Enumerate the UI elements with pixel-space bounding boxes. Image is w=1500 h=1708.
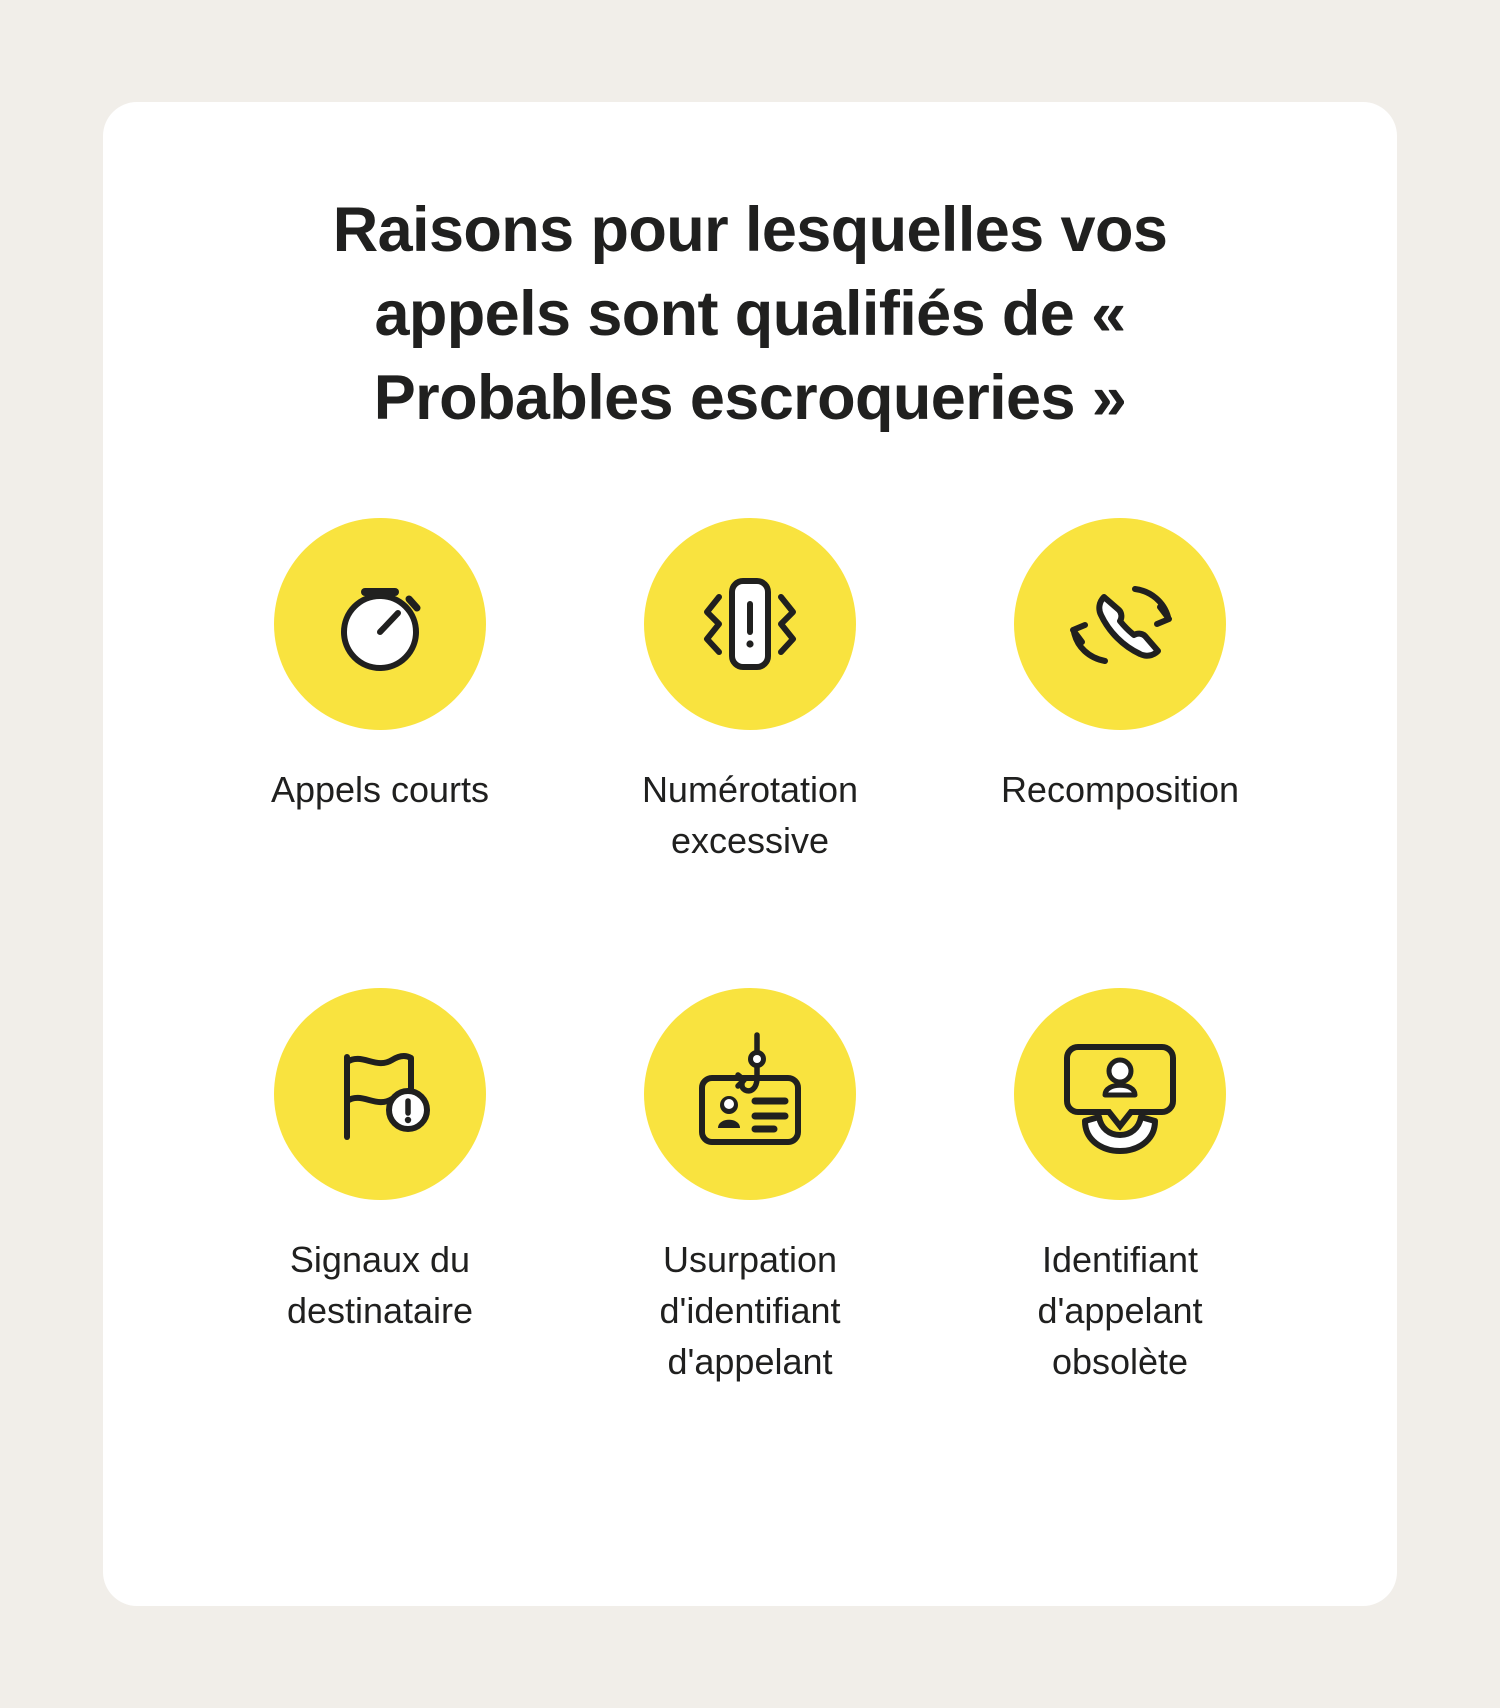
- vibrating-phone-alert-icon: [685, 564, 815, 684]
- flag-alert-icon: [318, 1034, 443, 1154]
- reason-label: Usurpation d'identifiant d'appelant: [659, 1239, 841, 1382]
- reason-item-numerotation-excessive: Numérotation excessive: [565, 518, 935, 866]
- reason-item-appels-courts: Appels courts: [195, 518, 565, 866]
- reasons-grid: Appels courts Numérotation ex: [195, 518, 1305, 1387]
- icon-badge: [644, 988, 856, 1200]
- reason-item-usurpation-identifiant: Usurpation d'identifiant d'appelant: [565, 988, 935, 1387]
- phone-redial-icon: [1055, 564, 1185, 684]
- reason-label: Signaux du destinataire: [286, 1239, 474, 1331]
- page-title: Raisons pour lesquelles vos appels sont …: [332, 195, 1168, 433]
- icon-badge: [644, 518, 856, 730]
- reason-label: Recomposition: [1000, 769, 1240, 810]
- icon-badge: [274, 988, 486, 1200]
- reason-item-recomposition: Recomposition: [935, 518, 1305, 866]
- icon-badge: [1014, 518, 1226, 730]
- caller-id-bubble-icon: [1055, 1033, 1185, 1155]
- reason-item-identifiant-obsolete: Identifiant d'appelant obsolète: [935, 988, 1305, 1387]
- icon-badge: [1014, 988, 1226, 1200]
- stopwatch-icon: [320, 564, 440, 684]
- reason-item-signaux-du-destinataire: Signaux du destinataire: [195, 988, 565, 1387]
- reason-label: Numérotation excessive: [641, 769, 859, 861]
- infographic-card: Raisons pour lesquelles vos appels sont …: [103, 102, 1397, 1606]
- reason-label: Appels courts: [270, 769, 490, 810]
- phishing-id-card-icon: [685, 1031, 815, 1157]
- icon-badge: [274, 518, 486, 730]
- reason-label: Identifiant d'appelant obsolète: [1037, 1239, 1203, 1382]
